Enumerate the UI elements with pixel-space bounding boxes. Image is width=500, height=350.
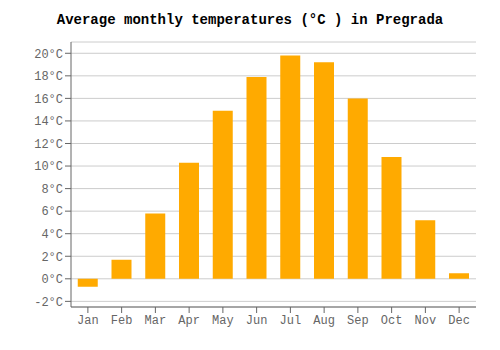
- svg-text:-2°C: -2°C: [34, 296, 63, 310]
- svg-text:8°C: 8°C: [41, 183, 63, 197]
- svg-text:2°C: 2°C: [41, 251, 63, 265]
- svg-text:Jul: Jul: [280, 314, 302, 328]
- svg-text:Oct: Oct: [381, 314, 403, 328]
- svg-text:12°C: 12°C: [34, 138, 63, 152]
- svg-text:6°C: 6°C: [41, 205, 63, 219]
- svg-text:Nov: Nov: [415, 314, 437, 328]
- svg-text:10°C: 10°C: [34, 160, 63, 174]
- svg-text:16°C: 16°C: [34, 93, 63, 107]
- svg-text:Mar: Mar: [145, 314, 167, 328]
- svg-text:Sep: Sep: [347, 314, 369, 328]
- svg-text:Aug: Aug: [313, 314, 335, 328]
- svg-text:Feb: Feb: [111, 314, 133, 328]
- svg-text:4°C: 4°C: [41, 228, 63, 242]
- svg-text:20°C: 20°C: [34, 48, 63, 62]
- svg-text:Dec: Dec: [448, 314, 470, 328]
- svg-text:Apr: Apr: [178, 314, 200, 328]
- svg-text:Jan: Jan: [77, 314, 99, 328]
- html-text:Average monthly temperatures (: Average monthly temperatures (°C ) in Pr…: [56, 12, 444, 28]
- svg-text:May: May: [212, 314, 234, 328]
- svg-text:Jun: Jun: [246, 314, 268, 328]
- svg-text:18°C: 18°C: [34, 70, 63, 84]
- svg-text:0°C: 0°C: [41, 273, 63, 287]
- svg-text:14°C: 14°C: [34, 115, 63, 129]
